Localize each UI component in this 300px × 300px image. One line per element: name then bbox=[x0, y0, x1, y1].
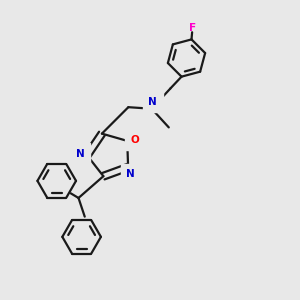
Text: N: N bbox=[76, 149, 85, 159]
Text: N: N bbox=[148, 97, 157, 106]
Text: F: F bbox=[189, 22, 196, 33]
Text: O: O bbox=[130, 135, 140, 145]
Text: N: N bbox=[126, 169, 135, 179]
